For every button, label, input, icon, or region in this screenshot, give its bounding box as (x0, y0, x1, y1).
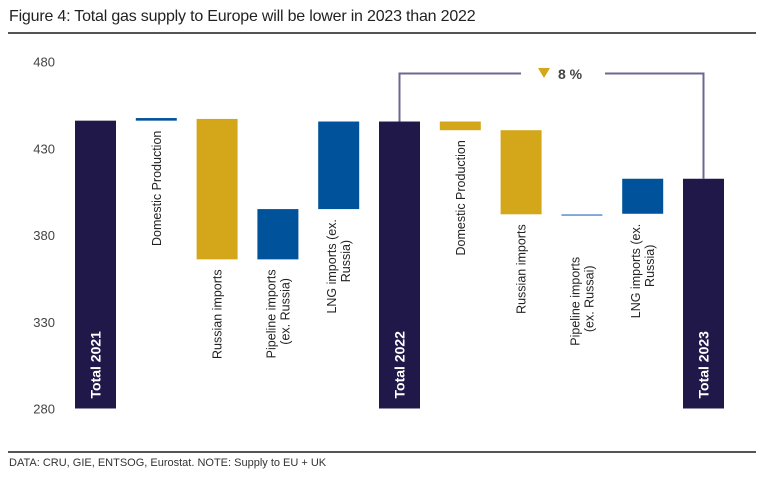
bar-total-2022 (379, 121, 420, 409)
footnote: DATA: CRU, GIE, ENTSOG, Eurostat. NOTE: … (9, 457, 327, 469)
category-label: Russia) (643, 245, 657, 287)
category-label: (ex. Russia) (278, 278, 292, 345)
category-label: Russia) (339, 240, 353, 282)
bar-domestic-production (135, 118, 177, 121)
total-label: Total 2022 (392, 331, 408, 399)
title-divider (8, 32, 756, 34)
bar-pipeline-imports-ex-russai- (561, 214, 603, 216)
category-label: (ex. Russai) (582, 265, 596, 332)
total-label: Total 2023 (696, 331, 712, 399)
y-tick-label: 330 (33, 315, 55, 330)
y-tick-label: 430 (33, 141, 55, 156)
change-annotation: 8 % (558, 66, 583, 82)
chart-title: Figure 4: Total gas supply to Europe wil… (9, 8, 476, 25)
bar-domestic-production (439, 121, 481, 131)
bar-russian-imports (500, 130, 542, 215)
down-triangle-icon (538, 68, 550, 78)
bracket-left-line (398, 72, 521, 122)
category-label: LNG imports (ex. (325, 219, 339, 313)
bar-total-2023 (683, 178, 724, 409)
y-tick-label: 480 (33, 55, 55, 70)
bar-total-2021 (75, 120, 116, 409)
bracket-right-line (605, 72, 705, 179)
category-label: Russian imports (515, 224, 529, 314)
category-label: Russian imports (211, 269, 225, 359)
total-label: Total 2021 (88, 331, 104, 399)
bar-lng-imports-ex-russia- (622, 178, 664, 214)
footer-divider (8, 451, 756, 453)
category-label: LNG imports (ex. (629, 224, 643, 318)
bar-pipeline-imports-ex-russia- (257, 209, 299, 260)
category-label: Pipeline imports (264, 269, 278, 358)
y-tick-label: 380 (33, 228, 55, 243)
category-label: Domestic Production (150, 131, 164, 246)
category-label: Domestic Production (454, 140, 468, 255)
bar-russian-imports (196, 118, 238, 260)
category-label: Pipeline imports (568, 257, 582, 346)
y-tick-label: 280 (33, 402, 55, 417)
bar-lng-imports-ex-russia- (318, 121, 360, 210)
